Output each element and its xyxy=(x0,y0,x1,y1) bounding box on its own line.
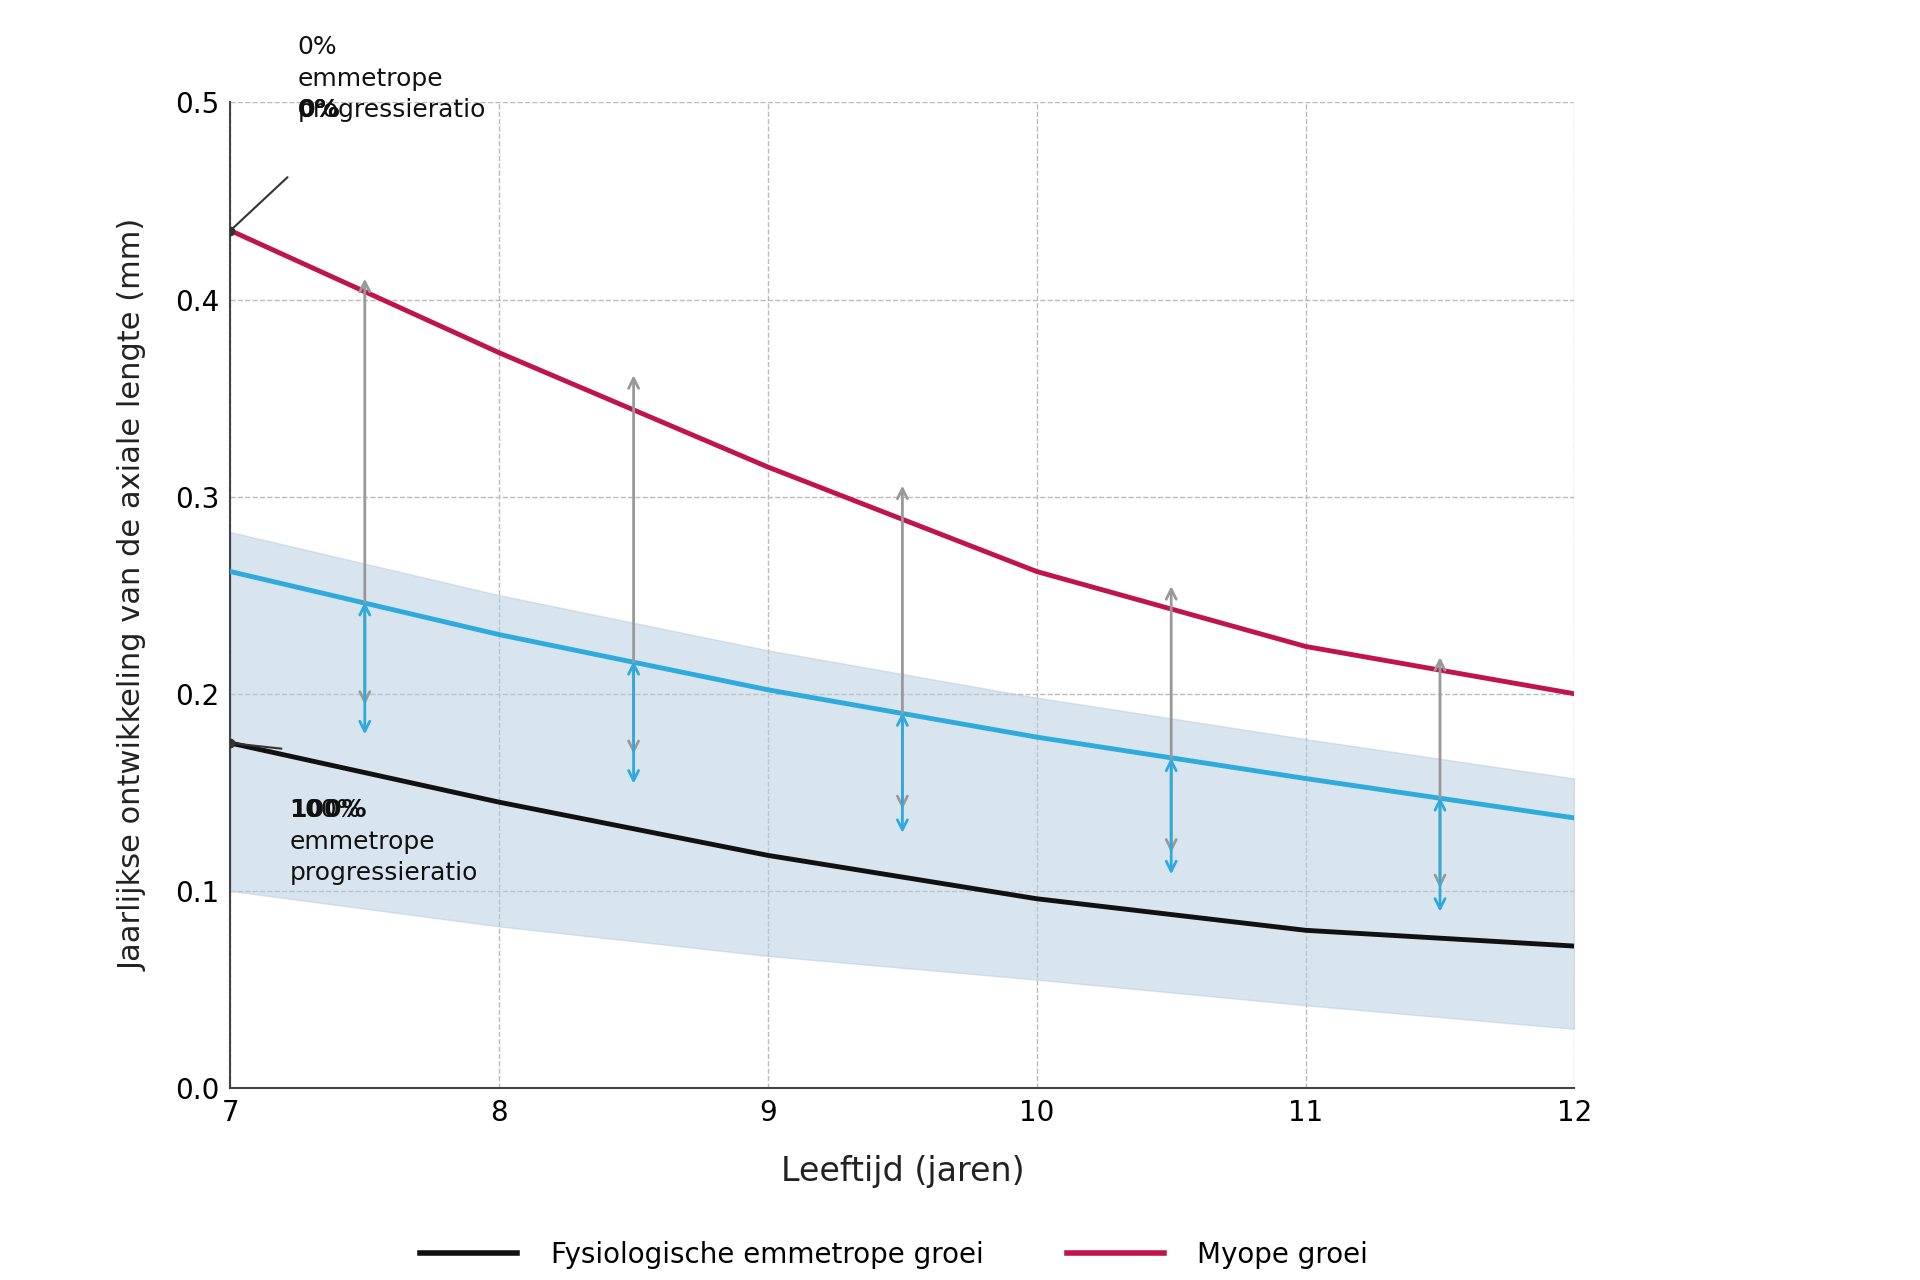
Text: 0%
emmetrope
progressieratio: 0% emmetrope progressieratio xyxy=(298,35,486,122)
Legend: Fysiologische emmetrope groei, ZEISS MyoCare, Myope groei, +/- Tolerantie: Fysiologische emmetrope groei, ZEISS Myo… xyxy=(409,1230,1396,1280)
Y-axis label: Jaarlijkse ontwikkeling van de axiale lengte (mm): Jaarlijkse ontwikkeling van de axiale le… xyxy=(119,219,148,972)
Text: 100%: 100% xyxy=(290,799,367,822)
Text: 100%
emmetrope
progressieratio: 100% emmetrope progressieratio xyxy=(290,799,478,886)
Text: 0%: 0% xyxy=(298,99,340,122)
X-axis label: Leeftijd (jaren): Leeftijd (jaren) xyxy=(781,1155,1023,1188)
Text: 0%: 0% xyxy=(298,99,340,122)
